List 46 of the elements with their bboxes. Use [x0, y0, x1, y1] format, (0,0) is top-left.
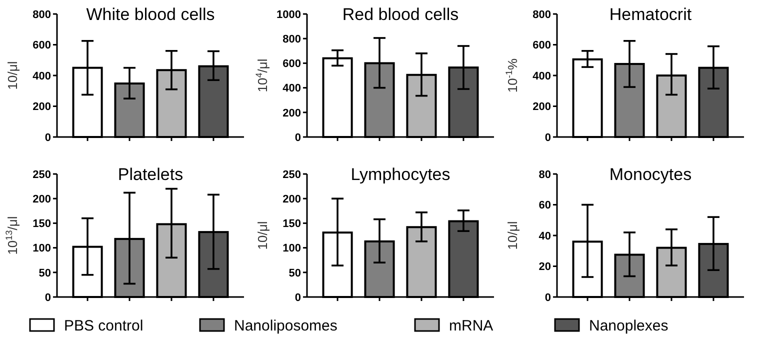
- y-tick-label: 600: [282, 58, 301, 70]
- chart-title: Red blood cells: [342, 5, 459, 24]
- y-axis-title: 10/μl: [505, 221, 520, 250]
- y-tick-label: 0: [44, 132, 51, 144]
- y-tick-label: 60: [538, 200, 551, 212]
- y-tick-label: 80: [538, 168, 551, 181]
- chart-title: Platelets: [118, 165, 184, 184]
- y-tick-label: 800: [32, 8, 51, 21]
- chart-title: White blood cells: [86, 5, 215, 24]
- y-tick-label: 0: [544, 292, 551, 304]
- y-tick-label: 200: [282, 107, 301, 120]
- y-tick-label: 150: [282, 218, 301, 230]
- y-tick-label: 800: [532, 8, 551, 21]
- y-tick-label: 0: [544, 132, 551, 144]
- y-tick-label: 400: [532, 70, 551, 82]
- chart-title: Hematocrit: [609, 5, 692, 24]
- y-axis-title: 10/μl: [255, 221, 270, 250]
- y-tick-label: 250: [32, 168, 51, 181]
- y-tick-label: 200: [282, 193, 301, 206]
- y-tick-label: 200: [32, 193, 51, 206]
- legend-label: Nanoliposomes: [234, 317, 338, 334]
- y-tick-label: 0: [294, 292, 301, 304]
- y-tick-label: 400: [282, 82, 301, 95]
- y-tick-label: 100: [32, 242, 51, 255]
- legend-label: Nanoplexes: [589, 317, 668, 334]
- y-tick-label: 250: [282, 168, 301, 181]
- y-tick-label: 50: [38, 267, 51, 280]
- legend-label: PBS control: [64, 317, 144, 334]
- y-tick-label: 400: [32, 70, 51, 82]
- y-tick-label: 0: [294, 132, 301, 144]
- y-tick-label: 0: [44, 292, 51, 304]
- y-axis-title: 10/μl: [5, 61, 20, 90]
- chart-title: Lymphocytes: [350, 165, 450, 184]
- y-tick-label: 100: [282, 242, 301, 255]
- chart-title: Monocytes: [609, 165, 692, 184]
- y-tick-label: 200: [32, 101, 51, 114]
- legend-label: mRNA: [449, 317, 494, 334]
- y-tick-label: 600: [32, 40, 51, 52]
- y-tick-label: 50: [288, 267, 301, 280]
- y-tick-label: 40: [538, 230, 551, 242]
- y-tick-label: 800: [282, 33, 301, 46]
- y-tick-label: 150: [32, 218, 51, 230]
- y-tick-label: 20: [538, 261, 551, 274]
- y-tick-label: 1000: [276, 8, 301, 21]
- y-tick-label: 600: [532, 40, 551, 52]
- y-tick-label: 200: [532, 101, 551, 114]
